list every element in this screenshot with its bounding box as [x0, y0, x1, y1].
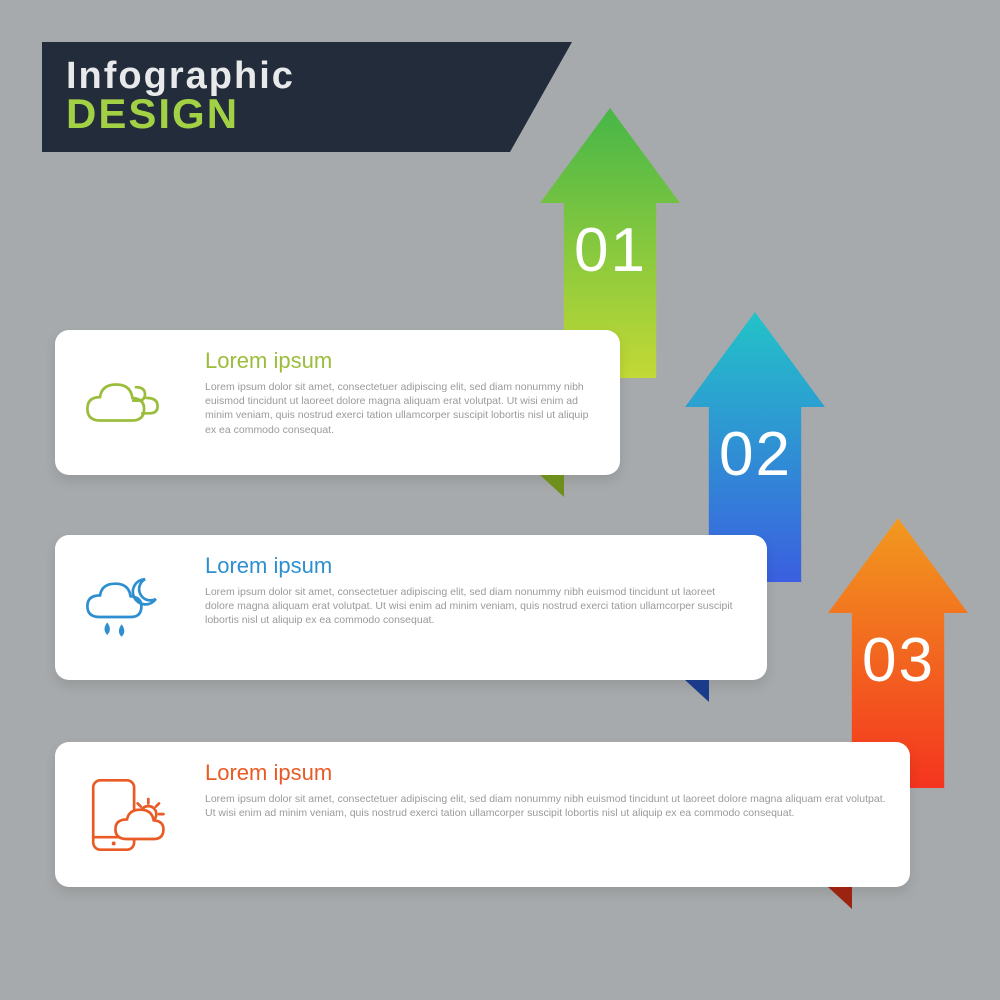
card-body: Lorem ipsum dolor sit amet, consectetuer… — [205, 792, 886, 820]
info-card-03: Lorem ipsum Lorem ipsum dolor sit amet, … — [55, 742, 910, 887]
header-line2: DESIGN — [66, 94, 295, 134]
info-card-01: Lorem ipsum Lorem ipsum dolor sit amet, … — [55, 330, 620, 475]
step-number: 01 — [574, 215, 647, 286]
arrow-fold — [685, 680, 709, 702]
card-body: Lorem ipsum dolor sit amet, consectetuer… — [205, 380, 596, 437]
card-body: Lorem ipsum dolor sit amet, consectetuer… — [205, 585, 743, 628]
header-text: Infographic DESIGN — [66, 58, 295, 134]
info-card-02: Lorem ipsum Lorem ipsum dolor sit amet, … — [55, 535, 767, 680]
header-line1: Infographic — [66, 58, 295, 94]
wind-cloud-icon — [77, 363, 177, 443]
step-number: 02 — [719, 419, 792, 490]
header-banner: Infographic DESIGN — [42, 42, 572, 152]
step-number: 03 — [862, 625, 935, 696]
card-title: Lorem ipsum — [205, 553, 743, 579]
card-title: Lorem ipsum — [205, 348, 596, 374]
phone-weather-icon — [77, 775, 177, 855]
infographic-stage: Infographic DESIGN 01 Lorem ipsum Lorem … — [0, 0, 1000, 1000]
arrow-fold — [540, 475, 564, 497]
arrow-fold — [828, 887, 852, 909]
moon-rain-icon — [77, 568, 177, 648]
card-title: Lorem ipsum — [205, 760, 886, 786]
